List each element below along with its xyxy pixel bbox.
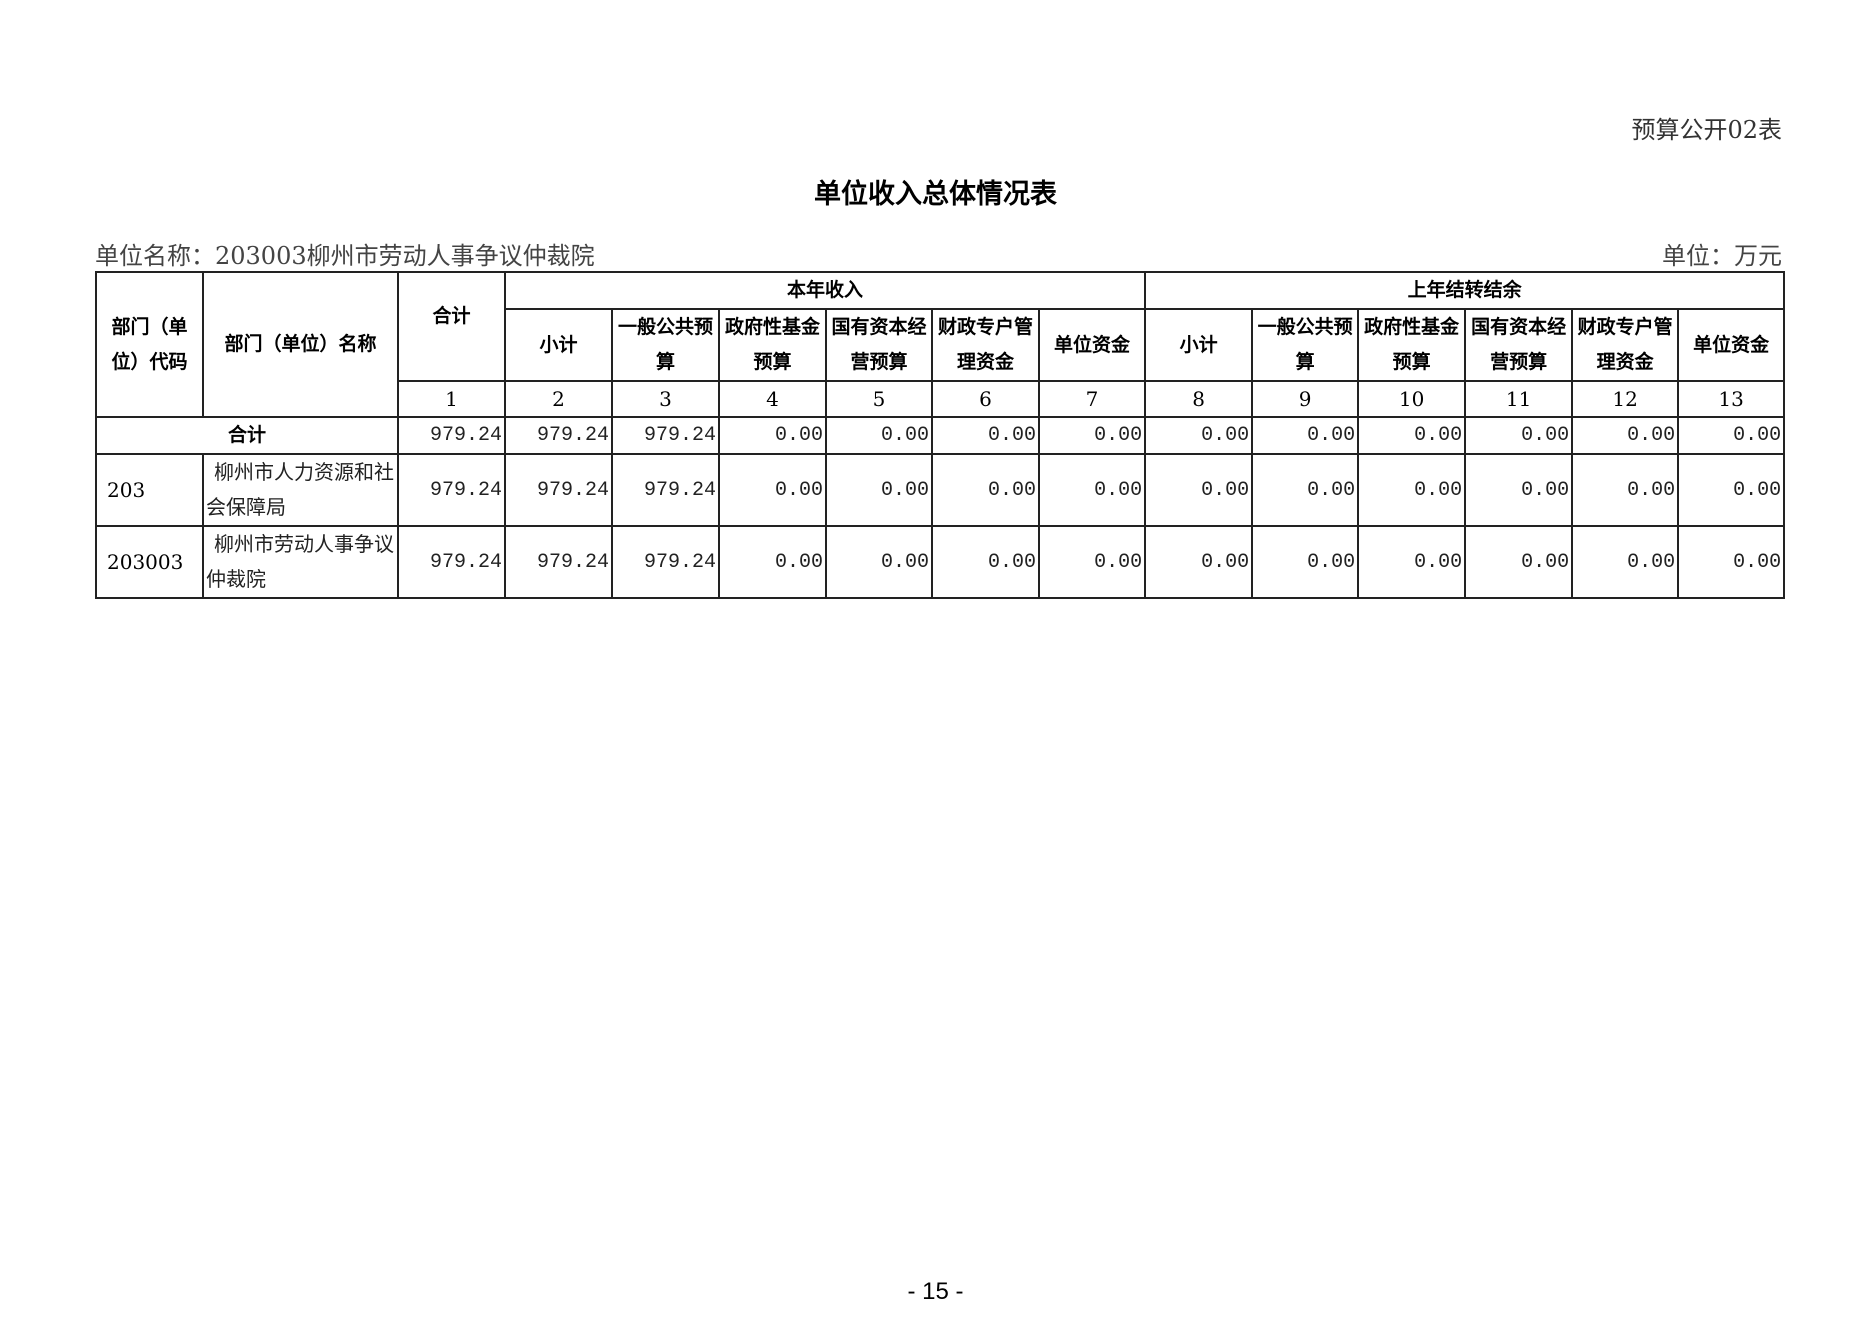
- value-cell: 979.24: [397, 525, 506, 599]
- header-column: 一般公共预算: [1251, 308, 1360, 382]
- value-cell: 0.00: [1677, 525, 1786, 599]
- value-cell: 0.00: [1357, 453, 1467, 527]
- total-cell: 0.00: [1037, 416, 1147, 455]
- table-row: 203 柳州市人力资源和社会保障局 979.24 979.24 979.24 0.00 0.…: [95, 453, 1871, 527]
- value-cell: 0.00: [825, 453, 933, 527]
- total-cell: 0.00: [1464, 416, 1574, 455]
- column-index: 8: [1144, 380, 1254, 418]
- header-total: 合计: [397, 271, 506, 382]
- row-name: 柳州市劳动人事争议仲裁院: [202, 525, 399, 599]
- value-cell: 979.24: [504, 453, 613, 527]
- form-number: 预算公开02表: [1631, 116, 1782, 144]
- value-cell: 0.00: [1037, 525, 1147, 599]
- total-cell: 0.00: [718, 416, 827, 455]
- column-index: 2: [504, 380, 613, 418]
- value-cell: 0.00: [931, 453, 1040, 527]
- value-cell: 0.00: [1464, 525, 1574, 599]
- column-index: 7: [1037, 380, 1147, 418]
- header-column: 政府性基金预算: [718, 308, 827, 382]
- value-cell: 0.00: [718, 525, 827, 599]
- column-index: 13: [1677, 380, 1786, 418]
- value-cell: 0.00: [1144, 453, 1254, 527]
- total-cell: 0.00: [1357, 416, 1467, 455]
- column-index: 3: [611, 380, 720, 418]
- total-cell: 0.00: [1144, 416, 1254, 455]
- header-name: 部门（单位）名称: [202, 271, 399, 418]
- value-cell: 0.00: [1677, 453, 1786, 527]
- row-code: 203003: [95, 525, 204, 599]
- value-cell: 979.24: [397, 453, 506, 527]
- page-title: 单位收入总体情况表: [814, 179, 1057, 210]
- value-cell: 0.00: [1037, 453, 1147, 527]
- value-cell: 979.24: [611, 453, 720, 527]
- header-column: 小计: [504, 308, 613, 382]
- column-index: 10: [1357, 380, 1467, 418]
- total-cell: 979.24: [611, 416, 720, 455]
- column-index: 12: [1571, 380, 1680, 418]
- total-cell: 0.00: [931, 416, 1040, 455]
- header-column: 国有资本经营预算: [1464, 308, 1574, 382]
- total-cell: 0.00: [1677, 416, 1786, 455]
- row-code: 203: [95, 453, 204, 527]
- value-cell: 0.00: [1464, 453, 1574, 527]
- header-code: 部门（单位）代码: [95, 271, 204, 418]
- currency-unit-label: 单位：万元: [1662, 242, 1782, 270]
- value-cell: 0.00: [1571, 525, 1680, 599]
- table-row: 203003 柳州市劳动人事争议仲裁院 979.24 979.24 979.24 0.00…: [95, 525, 1871, 599]
- value-cell: 0.00: [1357, 525, 1467, 599]
- header-column: 单位资金: [1037, 308, 1147, 382]
- column-index: 11: [1464, 380, 1574, 418]
- total-cell: 0.00: [1571, 416, 1680, 455]
- header-column: 财政专户管理资金: [1571, 308, 1680, 382]
- value-cell: 0.00: [718, 453, 827, 527]
- total-cell: 0.00: [1251, 416, 1360, 455]
- value-cell: 0.00: [825, 525, 933, 599]
- column-index: 5: [825, 380, 933, 418]
- header-current-year: 本年收入: [503, 271, 1147, 310]
- income-table: 部门（单位）代码 部门（单位）名称 合计 本年收入 上年结转结余 小计 一般公共预…: [95, 271, 1871, 599]
- column-index: 6: [931, 380, 1040, 418]
- value-cell: 979.24: [504, 525, 613, 599]
- column-index: 9: [1251, 380, 1360, 418]
- value-cell: 0.00: [931, 525, 1040, 599]
- page-number: - 15 -: [907, 1278, 964, 1305]
- value-cell: 0.00: [1571, 453, 1680, 527]
- total-cell: 979.24: [397, 416, 506, 455]
- header-column: 政府性基金预算: [1357, 308, 1467, 382]
- value-cell: 0.00: [1251, 453, 1360, 527]
- total-cell: 979.24: [504, 416, 613, 455]
- value-cell: 0.00: [1144, 525, 1254, 599]
- header-prior-year: 上年结转结余: [1144, 271, 1786, 310]
- header-column: 国有资本经营预算: [825, 308, 933, 382]
- row-name: 柳州市人力资源和社会保障局: [202, 453, 399, 527]
- column-index: 4: [718, 380, 827, 418]
- value-cell: 0.00: [1251, 525, 1360, 599]
- header-column: 财政专户管理资金: [931, 308, 1040, 382]
- header-column: 一般公共预算: [611, 308, 720, 382]
- header-column: 单位资金: [1677, 308, 1786, 382]
- unit-name-label: 单位名称：203003柳州市劳动人事争议仲裁院: [95, 242, 595, 270]
- column-index: 1: [397, 380, 506, 418]
- header-column: 小计: [1144, 308, 1254, 382]
- total-cell: 0.00: [825, 416, 933, 455]
- value-cell: 979.24: [611, 525, 720, 599]
- total-row-label: 合计: [95, 416, 399, 455]
